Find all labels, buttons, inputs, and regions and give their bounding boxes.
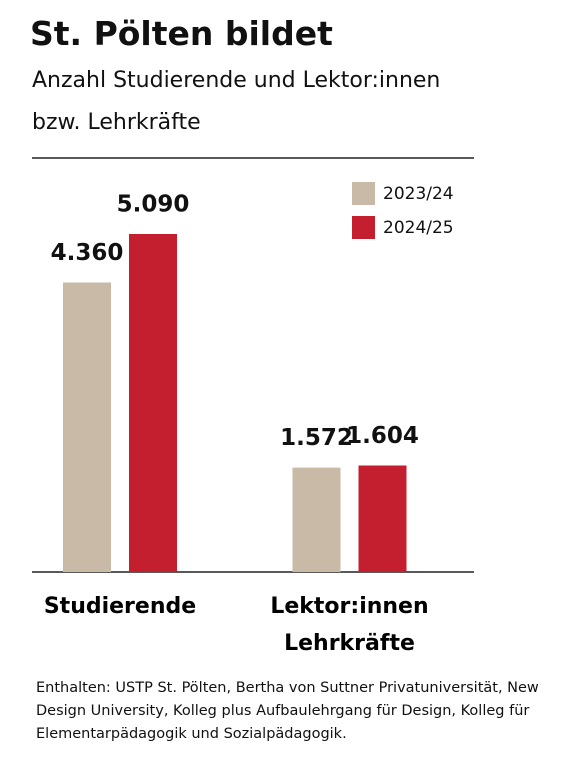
legend-swatch xyxy=(352,216,375,239)
bar xyxy=(63,282,111,572)
legend-label: 2023/24 xyxy=(383,184,454,204)
footnote: Enthalten: USTP St. Pölten, Bertha von S… xyxy=(36,680,539,742)
bar xyxy=(129,234,177,572)
category-label: Lektor:innen Lehrkräfte xyxy=(270,594,429,656)
value-label: 4.360 xyxy=(51,240,124,266)
value-label: 1.604 xyxy=(346,423,419,449)
value-label: 1.572 xyxy=(280,425,353,451)
legend-label: 2024/25 xyxy=(383,218,454,238)
category-label: Studierende xyxy=(43,594,197,619)
bar xyxy=(358,465,407,572)
value-label: 5.090 xyxy=(117,192,190,218)
legend-swatch xyxy=(352,182,375,205)
chart-title: St. Pölten bildet xyxy=(30,14,333,53)
bar xyxy=(292,467,341,572)
chart-subtitle: Anzahl Studierende und Lektor:innen bzw.… xyxy=(32,68,441,135)
